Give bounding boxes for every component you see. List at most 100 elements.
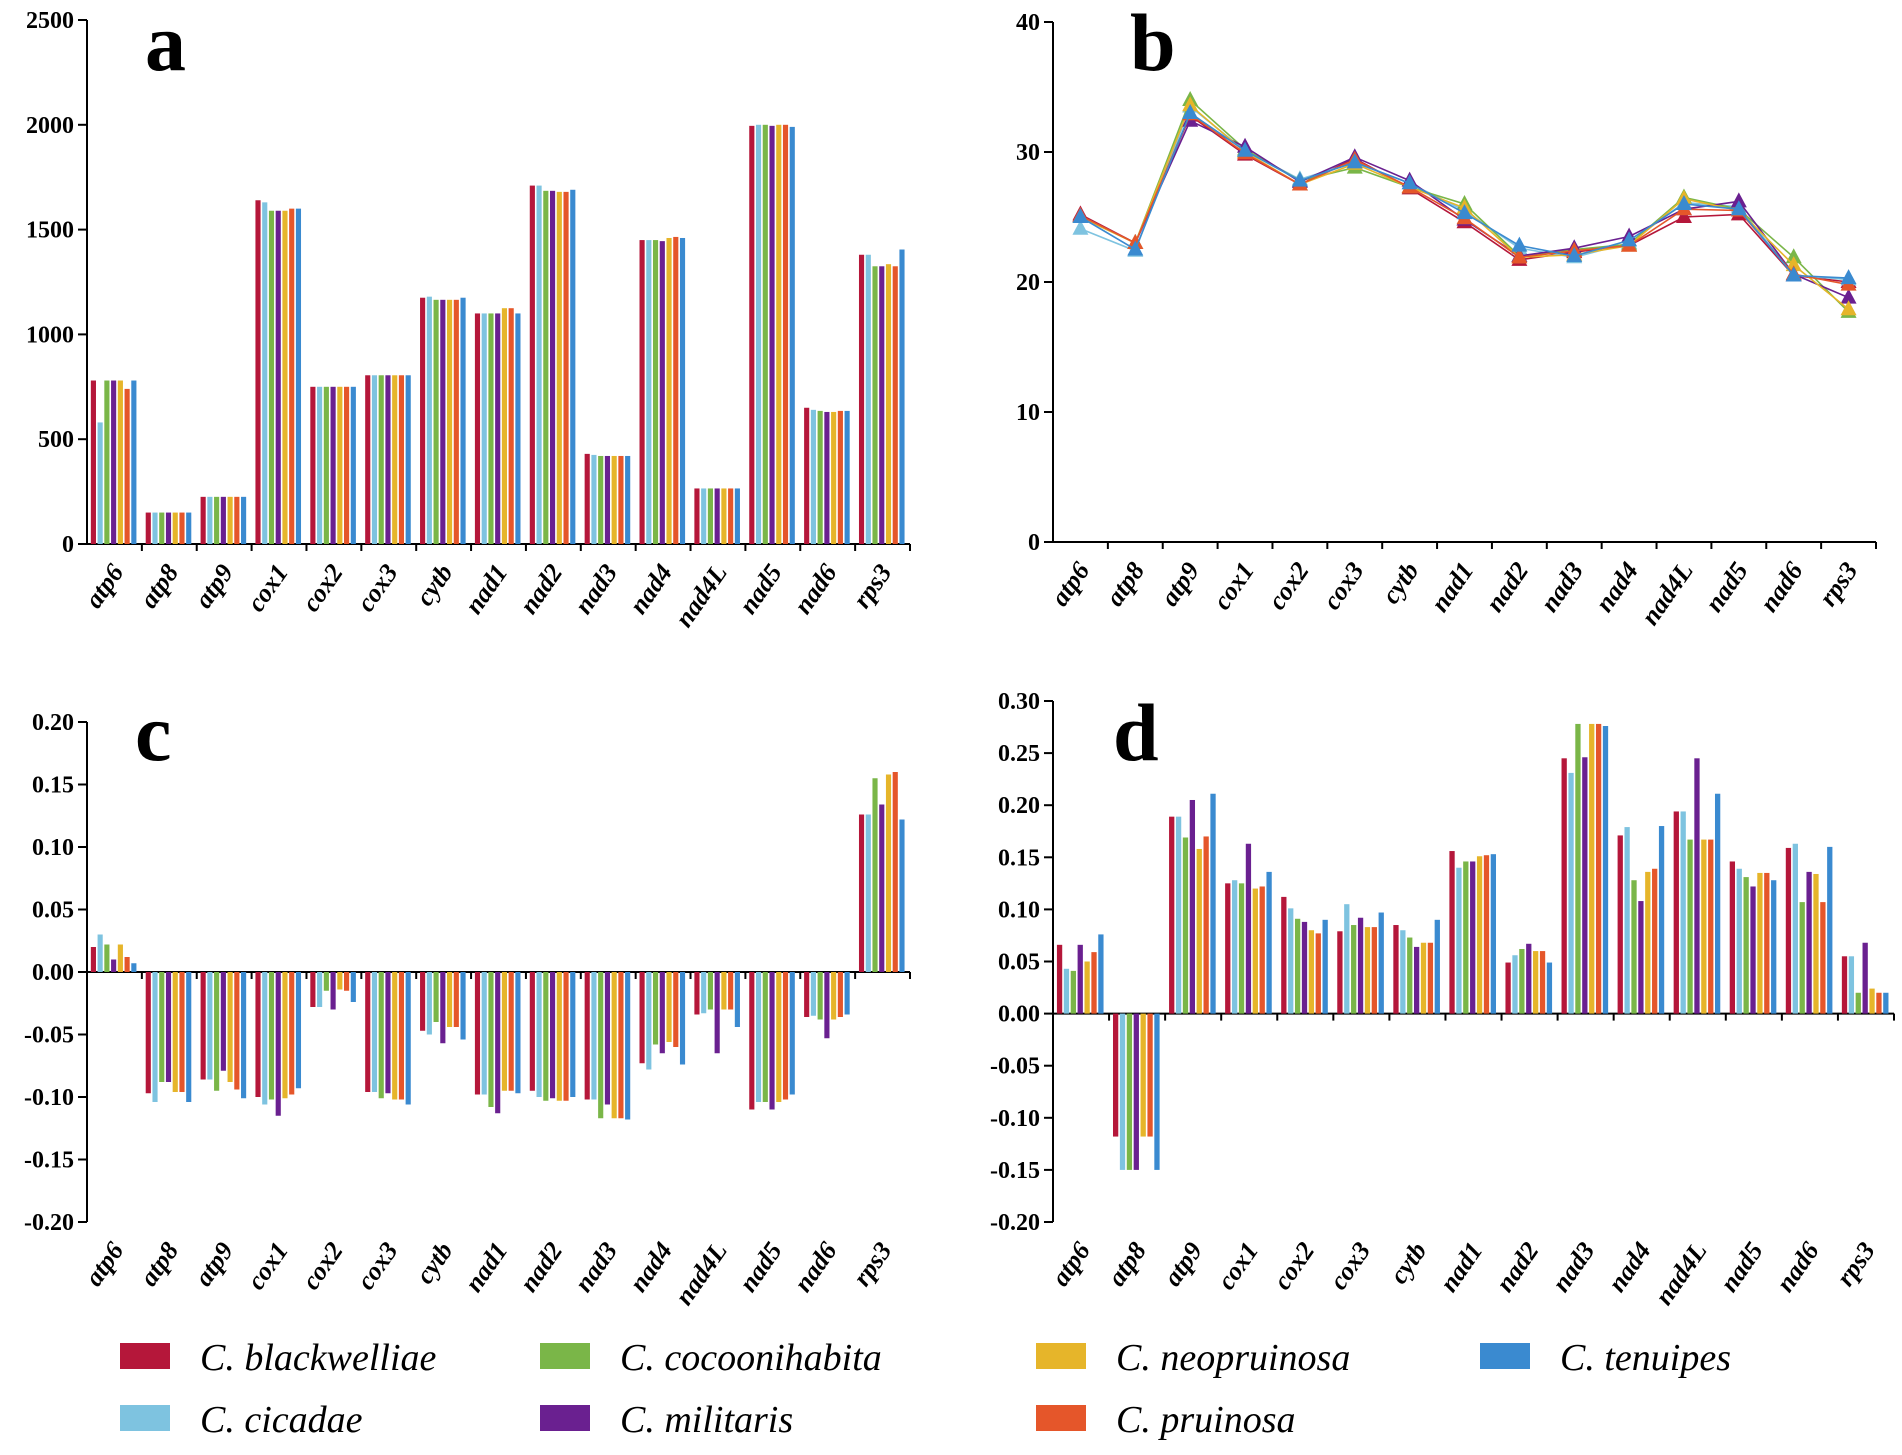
- bar: [1701, 839, 1707, 1014]
- bar: [378, 972, 384, 1099]
- bar: [117, 380, 123, 544]
- bar: [420, 297, 426, 544]
- bar: [1364, 927, 1371, 1014]
- bar: [165, 972, 172, 1082]
- triangle-marker: [1072, 219, 1089, 235]
- bar: [563, 191, 569, 544]
- bar: [679, 237, 686, 544]
- y-tick-label: -0.15: [990, 1158, 1040, 1184]
- bar: [317, 386, 323, 544]
- bar: [885, 774, 892, 972]
- bar: [1490, 854, 1497, 1014]
- x-tick-label: cox1: [1211, 1237, 1264, 1295]
- bar: [1427, 942, 1434, 1014]
- bar: [762, 124, 768, 545]
- x-tick-label: nad1: [1434, 1237, 1488, 1297]
- bar: [200, 496, 206, 544]
- series-1: [97, 124, 871, 545]
- triangle-marker: [1840, 300, 1857, 316]
- bar: [1568, 772, 1574, 1014]
- x-tick-label: rps3: [847, 1237, 897, 1292]
- legend-item: C. pruinosa: [1036, 1399, 1295, 1441]
- bar: [495, 313, 501, 544]
- bar: [111, 959, 117, 972]
- series-0: [90, 125, 865, 545]
- bar: [1091, 952, 1097, 1014]
- bar: [1792, 843, 1798, 1014]
- x-tick-label: atp8: [1102, 1237, 1152, 1292]
- bar: [488, 972, 494, 1107]
- series-3: [1077, 757, 1868, 1170]
- bar: [536, 972, 542, 1097]
- bar: [200, 972, 206, 1080]
- x-tick-label: nad1: [459, 559, 513, 619]
- y-tick-label: -0.05: [24, 1023, 74, 1049]
- bar: [1624, 827, 1630, 1014]
- x-tick-label: nad2: [514, 1237, 568, 1297]
- bar: [295, 208, 302, 544]
- bar: [728, 488, 734, 544]
- y-tick-label: -0.20: [24, 1210, 74, 1236]
- triangle-marker: [1511, 248, 1528, 264]
- bar: [310, 386, 316, 544]
- bar: [824, 972, 830, 1039]
- bar: [275, 972, 281, 1116]
- bar: [701, 488, 707, 544]
- bar: [1196, 848, 1202, 1014]
- triangle-marker: [1346, 153, 1363, 169]
- y-tick-label: 2500: [26, 8, 74, 34]
- bar: [207, 972, 213, 1080]
- bar: [1595, 723, 1602, 1014]
- bar: [1154, 1013, 1160, 1170]
- bar: [529, 185, 535, 545]
- y-tick-label: 1000: [26, 322, 74, 348]
- bar: [1203, 836, 1209, 1014]
- bar: [131, 380, 137, 544]
- bar: [453, 299, 459, 544]
- bar: [179, 972, 185, 1092]
- bar: [1764, 872, 1770, 1014]
- bar: [282, 210, 288, 544]
- bar: [131, 963, 137, 972]
- bar: [1413, 946, 1420, 1014]
- bar: [186, 972, 192, 1102]
- bar: [1820, 902, 1826, 1014]
- series-2: [104, 124, 878, 545]
- bar: [262, 972, 268, 1105]
- triangle-marker: [1237, 141, 1254, 157]
- bar: [831, 972, 837, 1020]
- triangle-marker: [1401, 174, 1418, 190]
- bar: [1652, 868, 1658, 1014]
- x-tick-label: nad3: [1546, 1237, 1600, 1297]
- y-tick-label: 1500: [26, 218, 74, 244]
- x-tick-label: cytb: [1376, 557, 1425, 609]
- bar: [604, 972, 611, 1105]
- bar: [1708, 839, 1714, 1014]
- y-tick-label: -0.15: [24, 1148, 74, 1174]
- bar: [1322, 919, 1328, 1014]
- x-tick-label: cox3: [1324, 1237, 1377, 1295]
- bar: [508, 972, 514, 1091]
- bar: [241, 972, 247, 1099]
- bar: [1673, 811, 1679, 1014]
- bar: [227, 496, 233, 544]
- legend-label: C. cocoonihabita: [620, 1337, 882, 1379]
- bar: [1056, 944, 1063, 1014]
- bar: [186, 512, 192, 544]
- bar: [90, 947, 96, 972]
- x-tick-label: cox1: [241, 1237, 294, 1295]
- bar: [220, 972, 226, 1071]
- bar: [1252, 888, 1258, 1014]
- panel-letter: d: [1113, 687, 1159, 778]
- bar: [1407, 937, 1413, 1014]
- y-tick-label: 10: [1016, 400, 1040, 426]
- bar: [844, 972, 850, 1015]
- bar: [837, 972, 843, 1017]
- bar: [1827, 846, 1833, 1014]
- bar: [392, 972, 398, 1100]
- bar: [1561, 758, 1567, 1014]
- bar: [1575, 723, 1581, 1014]
- x-tick-label: nad1: [1425, 557, 1479, 617]
- y-tick-label: 0.00: [32, 960, 74, 986]
